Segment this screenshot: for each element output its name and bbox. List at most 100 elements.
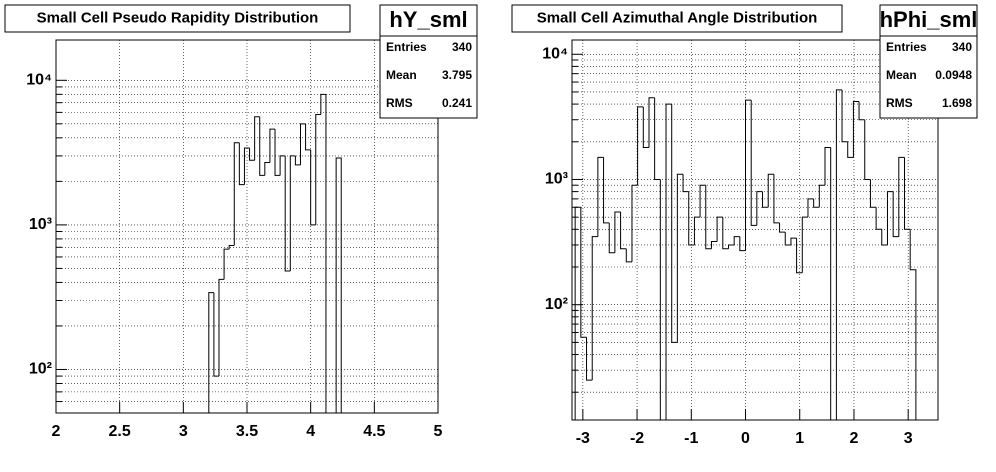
histogram-bin [228,245,235,250]
histogram-bin [858,101,865,121]
histogram-bin [299,123,306,165]
histogram-bin [864,119,871,180]
histogram-bin [892,191,899,238]
histogram-bin [305,123,311,151]
histogram-bin [705,185,712,250]
y-tick-label: 10³ [545,171,568,188]
chart-title: Small Cell Azimuthal Angle Distribution [537,9,818,26]
stats-value: 1.698 [942,96,972,110]
histogram-bin [841,89,848,143]
y-tick-label: 10⁴ [542,45,568,62]
stats-value: 3.795 [442,68,472,82]
histogram-bin [289,155,296,271]
histogram-bin [625,248,632,263]
histogram-bin [597,156,604,237]
histogram-bin [903,157,911,230]
histogram-bin [637,106,644,186]
histogram-bin [790,237,797,245]
histogram-bin [591,236,598,381]
histogram-bin [580,207,587,338]
stats-value: 0.241 [442,96,472,110]
y-tick-label: 10³ [29,216,52,233]
x-tick-label: 4.5 [363,423,385,440]
histogram-bin [586,337,593,381]
histogram-bin [835,89,843,420]
histogram-bin [274,129,281,176]
histogram-bin [767,173,774,208]
histogram-bin [676,173,684,343]
histogram-bin [269,128,276,163]
chart-title: Small Cell Pseudo Rapidity Distribution [37,9,319,26]
histogram-bin [750,100,757,226]
histogram-bin [264,162,270,176]
stats-value: 340 [952,40,972,54]
histogram-bin [779,222,786,233]
stats-box [879,4,978,119]
histogram-bin [875,207,882,230]
histogram-bin [699,184,706,218]
histogram-bin [671,104,678,343]
histogram-bin [642,106,649,149]
histogram-bin [745,99,752,251]
histogram-bin [801,216,808,273]
histogram-bin [710,240,718,249]
histogram-bin [852,100,860,158]
histogram-bin [688,191,695,246]
histogram-bin [238,142,245,186]
histogram-bin [603,157,610,224]
stats-label: Mean [886,68,917,82]
histogram-bin [335,157,342,413]
histogram-bin [881,229,888,246]
histogram-bin [254,116,260,161]
histogram-bin [898,156,905,237]
histogram-bin [284,155,291,272]
stats-name: hPhi_sml [880,7,978,32]
histogram-bin [208,292,214,413]
histogram-bin [608,222,615,254]
histogram-bin [574,206,581,420]
y-tick-label: 10² [545,296,568,313]
x-tick-label: 2 [850,430,859,447]
histogram-bin [739,236,746,252]
histogram-bin [631,184,638,262]
x-tick-label: 5 [434,423,443,440]
histogram-bin [847,141,854,158]
histogram-bin [762,191,769,208]
plot-border [571,39,939,421]
stats-label: RMS [886,96,913,110]
stats-label: Entries [886,40,927,54]
histogram-bin [320,93,326,115]
histogram-bin [654,97,661,180]
histogram-bin [614,211,621,253]
histogram-bin [909,229,917,420]
stats-name: hY_sml [389,7,467,32]
histogram-bin [813,198,820,208]
histogram-bin [807,198,814,218]
histogram-bin [213,292,219,377]
x-tick-label: 0 [741,430,750,447]
histogram-bin [869,179,877,208]
histogram-bin [259,116,265,176]
histogram-bin [824,147,831,186]
x-tick-label: -2 [630,430,644,447]
histogram-bin [716,216,723,242]
stats-label: Mean [386,68,417,82]
histogram-bin [796,238,803,274]
stats-box [379,4,478,119]
x-tick-label: 2.5 [109,423,131,440]
histogram-bin [249,148,255,161]
y-tick-label: 10² [29,361,52,378]
histogram-bin [773,174,780,224]
histogram-bin [784,232,791,246]
title-box [511,4,843,33]
histogram-bin [665,103,672,420]
x-tick-label: 3 [179,423,188,440]
x-tick-label: 2 [52,423,61,440]
histogram-bin [218,278,225,377]
stats-label: RMS [386,96,413,110]
histogram-bin [886,191,894,245]
x-tick-label: -3 [576,430,590,447]
histogram-bin [722,217,729,250]
x-tick-label: -1 [684,430,698,447]
